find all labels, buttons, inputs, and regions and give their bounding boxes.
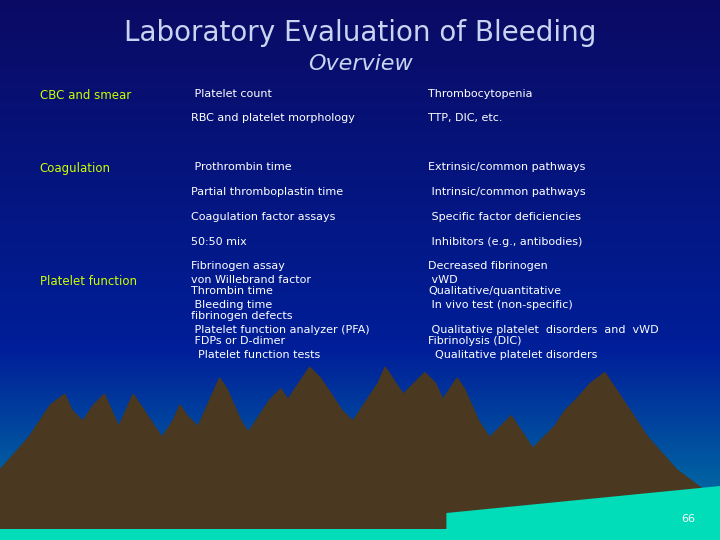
Text: Platelet function tests: Platelet function tests — [191, 350, 320, 360]
Polygon shape — [0, 529, 720, 540]
Text: Fibrinogen assay: Fibrinogen assay — [191, 261, 284, 272]
Text: Partial thromboplastin time: Partial thromboplastin time — [191, 187, 343, 197]
Text: Fibrinolysis (DIC): Fibrinolysis (DIC) — [428, 336, 522, 346]
Text: FDPs or D-dimer: FDPs or D-dimer — [191, 336, 285, 346]
Text: Prothrombin time: Prothrombin time — [191, 162, 292, 172]
Text: Coagulation factor assays: Coagulation factor assays — [191, 212, 336, 222]
Text: Specific factor deficiencies: Specific factor deficiencies — [428, 212, 582, 222]
Text: 66: 66 — [681, 514, 695, 524]
Text: vWD: vWD — [428, 275, 458, 286]
Text: Inhibitors (e.g., antibodies): Inhibitors (e.g., antibodies) — [428, 237, 582, 247]
Text: Thrombin time: Thrombin time — [191, 286, 273, 296]
Text: Extrinsic/common pathways: Extrinsic/common pathways — [428, 162, 586, 172]
Text: Qualitative platelet disorders: Qualitative platelet disorders — [428, 350, 598, 360]
Text: TTP, DIC, etc.: TTP, DIC, etc. — [428, 113, 503, 124]
Text: Qualitative/quantitative: Qualitative/quantitative — [428, 286, 562, 296]
Text: Qualitative platelet  disorders  and  vWD: Qualitative platelet disorders and vWD — [428, 325, 659, 335]
Polygon shape — [446, 486, 720, 540]
Text: 50:50 mix: 50:50 mix — [191, 237, 246, 247]
Text: Decreased fibrinogen: Decreased fibrinogen — [428, 261, 548, 272]
Text: Thrombocytopenia: Thrombocytopenia — [428, 89, 533, 99]
Polygon shape — [0, 367, 720, 540]
Text: RBC and platelet morphology: RBC and platelet morphology — [191, 113, 355, 124]
Text: Platelet count: Platelet count — [191, 89, 271, 99]
Text: Platelet function analyzer (PFA): Platelet function analyzer (PFA) — [191, 325, 369, 335]
Text: fibrinogen defects: fibrinogen defects — [191, 311, 292, 321]
Text: Bleeding time: Bleeding time — [191, 300, 272, 310]
Text: Coagulation: Coagulation — [40, 162, 111, 175]
Text: Overview: Overview — [307, 54, 413, 74]
Text: Intrinsic/common pathways: Intrinsic/common pathways — [428, 187, 586, 197]
Text: CBC and smear: CBC and smear — [40, 89, 131, 102]
Text: Platelet function: Platelet function — [40, 275, 137, 288]
Text: In vivo test (non-specific): In vivo test (non-specific) — [428, 300, 573, 310]
Text: Laboratory Evaluation of Bleeding: Laboratory Evaluation of Bleeding — [124, 19, 596, 47]
Text: von Willebrand factor: von Willebrand factor — [191, 275, 311, 286]
